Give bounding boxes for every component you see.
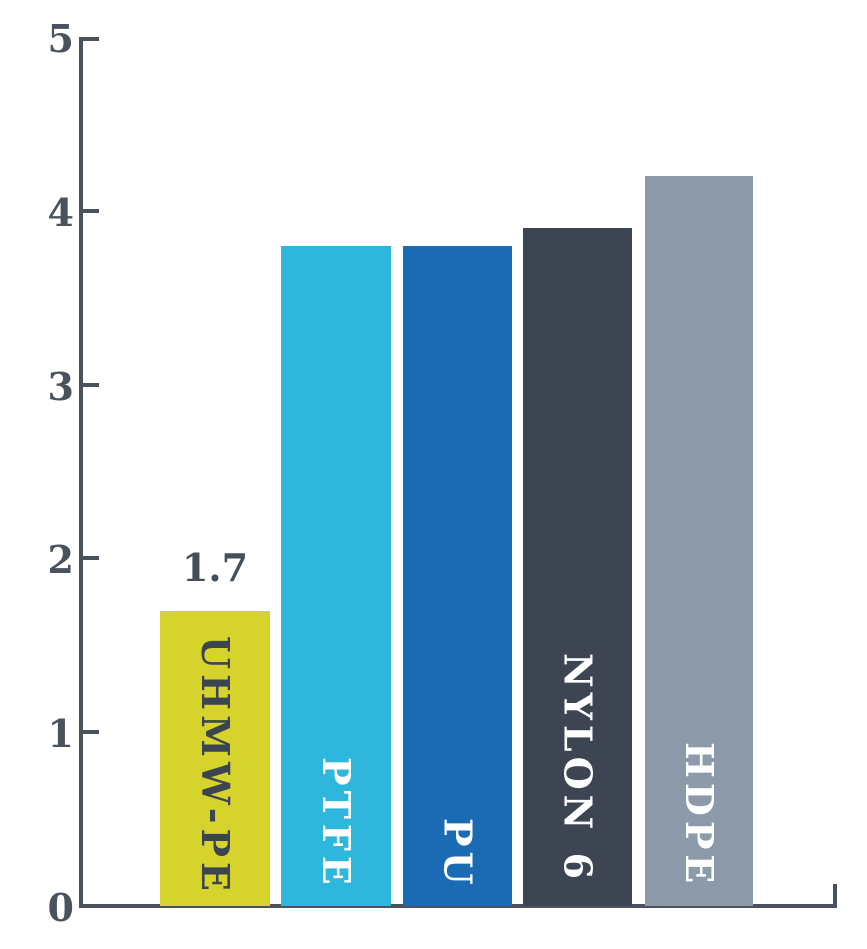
y-tick-mark-5 [83,37,99,41]
y-tick-mark-3 [83,382,99,387]
y-axis-line [79,37,83,908]
y-tick-label-1: 1 [47,711,74,757]
y-tick-mark-2 [83,556,99,561]
bar-label: PU [435,818,481,890]
bar-pu: PU [403,246,512,906]
y-tick-label-3: 3 [47,363,74,409]
y-tick-label-5: 5 [47,16,74,61]
bar-uhmw-pe: UHMW-PE [160,611,270,906]
y-tick-label-2: 2 [47,537,74,583]
bar-label: HDPE [677,741,722,888]
bar-value-label: 1.7 [181,545,249,590]
y-tick-label-0: 0 [47,885,74,930]
bar-ptfe: PTFE [281,246,391,906]
x-axis-line [79,904,837,908]
x-axis-end-tick [833,884,837,906]
bar-label: PTFE [314,757,359,890]
bar-hdpe: HDPE [645,176,753,906]
bar-label: UHMW-PE [193,635,238,896]
y-tick-label-4: 4 [47,189,74,235]
y-tick-mark-4 [83,208,99,213]
bar-label: NYLON 6 [555,652,601,884]
y-tick-mark-1 [83,730,99,735]
bar-nylon-6: NYLON 6 [523,228,632,906]
